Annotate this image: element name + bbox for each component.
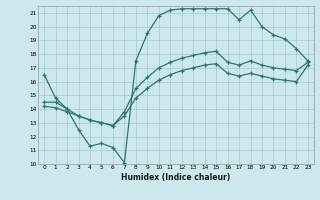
X-axis label: Humidex (Indice chaleur): Humidex (Indice chaleur): [121, 173, 231, 182]
